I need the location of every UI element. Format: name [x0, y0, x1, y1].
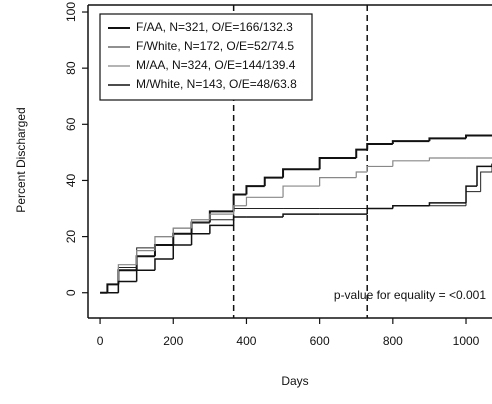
km-step — [392, 204, 430, 209]
km-step — [117, 280, 137, 293]
km-step — [172, 227, 192, 237]
km-step — [366, 142, 393, 150]
km-step — [154, 258, 174, 271]
km-step — [190, 233, 210, 246]
km-step — [154, 236, 174, 248]
km-step — [135, 269, 155, 282]
km-step — [428, 157, 467, 161]
km-step — [355, 148, 368, 158]
km-step — [172, 244, 192, 260]
km-step — [135, 255, 155, 271]
km-step — [233, 205, 247, 215]
y-tick-label: 40 — [64, 173, 78, 187]
km-step — [190, 219, 210, 229]
km-step — [480, 171, 492, 192]
km-step — [282, 185, 320, 198]
km-step — [172, 227, 192, 237]
km-step — [153, 244, 174, 257]
km-step — [366, 165, 393, 173]
km-step — [154, 235, 174, 251]
km-step — [319, 177, 357, 187]
km-step — [245, 185, 265, 195]
y-tick-label: 80 — [64, 61, 78, 75]
km-step — [392, 160, 430, 167]
km-step — [318, 156, 357, 170]
x-tick-label: 400 — [236, 334, 256, 348]
km-step — [136, 250, 155, 265]
km-step — [282, 168, 320, 178]
km-step — [117, 264, 137, 293]
annotation: p-value for equality = <0.001 — [334, 288, 486, 302]
y-tick-label: 100 — [64, 2, 78, 22]
km-step — [465, 191, 481, 206]
legend-box — [99, 13, 313, 101]
km-step — [355, 171, 368, 178]
x-tick-label: 1000 — [453, 334, 480, 348]
km-step — [233, 208, 247, 220]
x-axis-label: Days — [281, 374, 308, 388]
x-tick-label: 800 — [383, 334, 403, 348]
km-step — [465, 185, 477, 203]
km-step — [428, 137, 467, 142]
km-step — [209, 219, 234, 223]
y-tick-label: 0 — [64, 289, 78, 296]
km-step — [263, 176, 284, 187]
legend-label: M/AA, N=324, O/E=144/139.4 — [136, 58, 296, 72]
x-tick-label: 200 — [163, 334, 183, 348]
km-step — [245, 196, 284, 206]
legend-label: F/White, N=172, O/E=52/74.5 — [136, 39, 294, 53]
legend-label: M/White, N=143, O/E=48/63.8 — [136, 77, 297, 91]
legend-label: F/AA, N=321, O/E=166/132.3 — [136, 20, 293, 34]
km-step — [172, 232, 192, 246]
km-step — [208, 210, 234, 223]
y-tick-label: 60 — [64, 117, 78, 131]
x-tick-label: 600 — [310, 334, 330, 348]
km-step — [190, 221, 210, 234]
km-step — [282, 213, 320, 217]
y-axis-label: Percent Discharged — [14, 107, 28, 212]
x-tick-label: 0 — [97, 334, 104, 348]
km-step — [366, 207, 393, 215]
y-tick-label: 20 — [64, 230, 78, 244]
km-step — [428, 202, 467, 206]
km-step — [465, 134, 492, 139]
km-step — [232, 216, 247, 226]
km-step — [391, 140, 430, 144]
km-step — [209, 213, 234, 220]
km-step — [209, 224, 234, 234]
km-step — [476, 165, 492, 187]
km-step — [106, 283, 119, 293]
